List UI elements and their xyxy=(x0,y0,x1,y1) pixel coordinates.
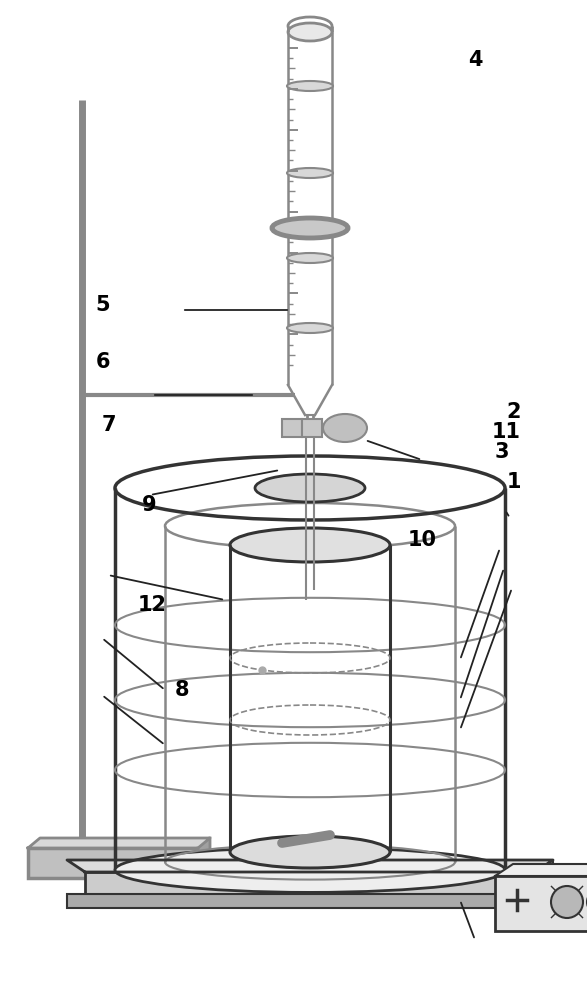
Text: 5: 5 xyxy=(96,295,110,315)
Ellipse shape xyxy=(230,528,390,562)
Ellipse shape xyxy=(272,218,348,238)
Bar xyxy=(67,894,553,908)
Ellipse shape xyxy=(287,81,333,91)
Text: 2: 2 xyxy=(507,402,521,422)
Text: 7: 7 xyxy=(102,415,116,435)
Text: 3: 3 xyxy=(495,442,509,462)
Text: 9: 9 xyxy=(143,495,157,515)
Text: 4: 4 xyxy=(468,50,483,70)
Ellipse shape xyxy=(551,886,583,918)
Text: 11: 11 xyxy=(491,422,521,442)
Ellipse shape xyxy=(255,474,365,502)
Ellipse shape xyxy=(323,414,367,442)
Ellipse shape xyxy=(287,253,333,263)
Ellipse shape xyxy=(287,323,333,333)
Bar xyxy=(282,419,302,437)
Polygon shape xyxy=(28,838,210,848)
Text: 10: 10 xyxy=(408,530,437,550)
Text: 1: 1 xyxy=(507,472,521,492)
Bar xyxy=(28,848,198,878)
Text: 8: 8 xyxy=(175,680,189,700)
Polygon shape xyxy=(67,860,553,872)
Polygon shape xyxy=(495,864,587,876)
Bar xyxy=(302,419,322,437)
Bar xyxy=(85,872,535,894)
Text: 12: 12 xyxy=(138,595,167,615)
Text: 6: 6 xyxy=(96,352,110,372)
Polygon shape xyxy=(198,838,210,878)
Ellipse shape xyxy=(288,23,332,41)
Ellipse shape xyxy=(115,848,505,892)
Polygon shape xyxy=(535,860,553,908)
Ellipse shape xyxy=(287,168,333,178)
Bar xyxy=(495,876,587,931)
Ellipse shape xyxy=(230,836,390,868)
